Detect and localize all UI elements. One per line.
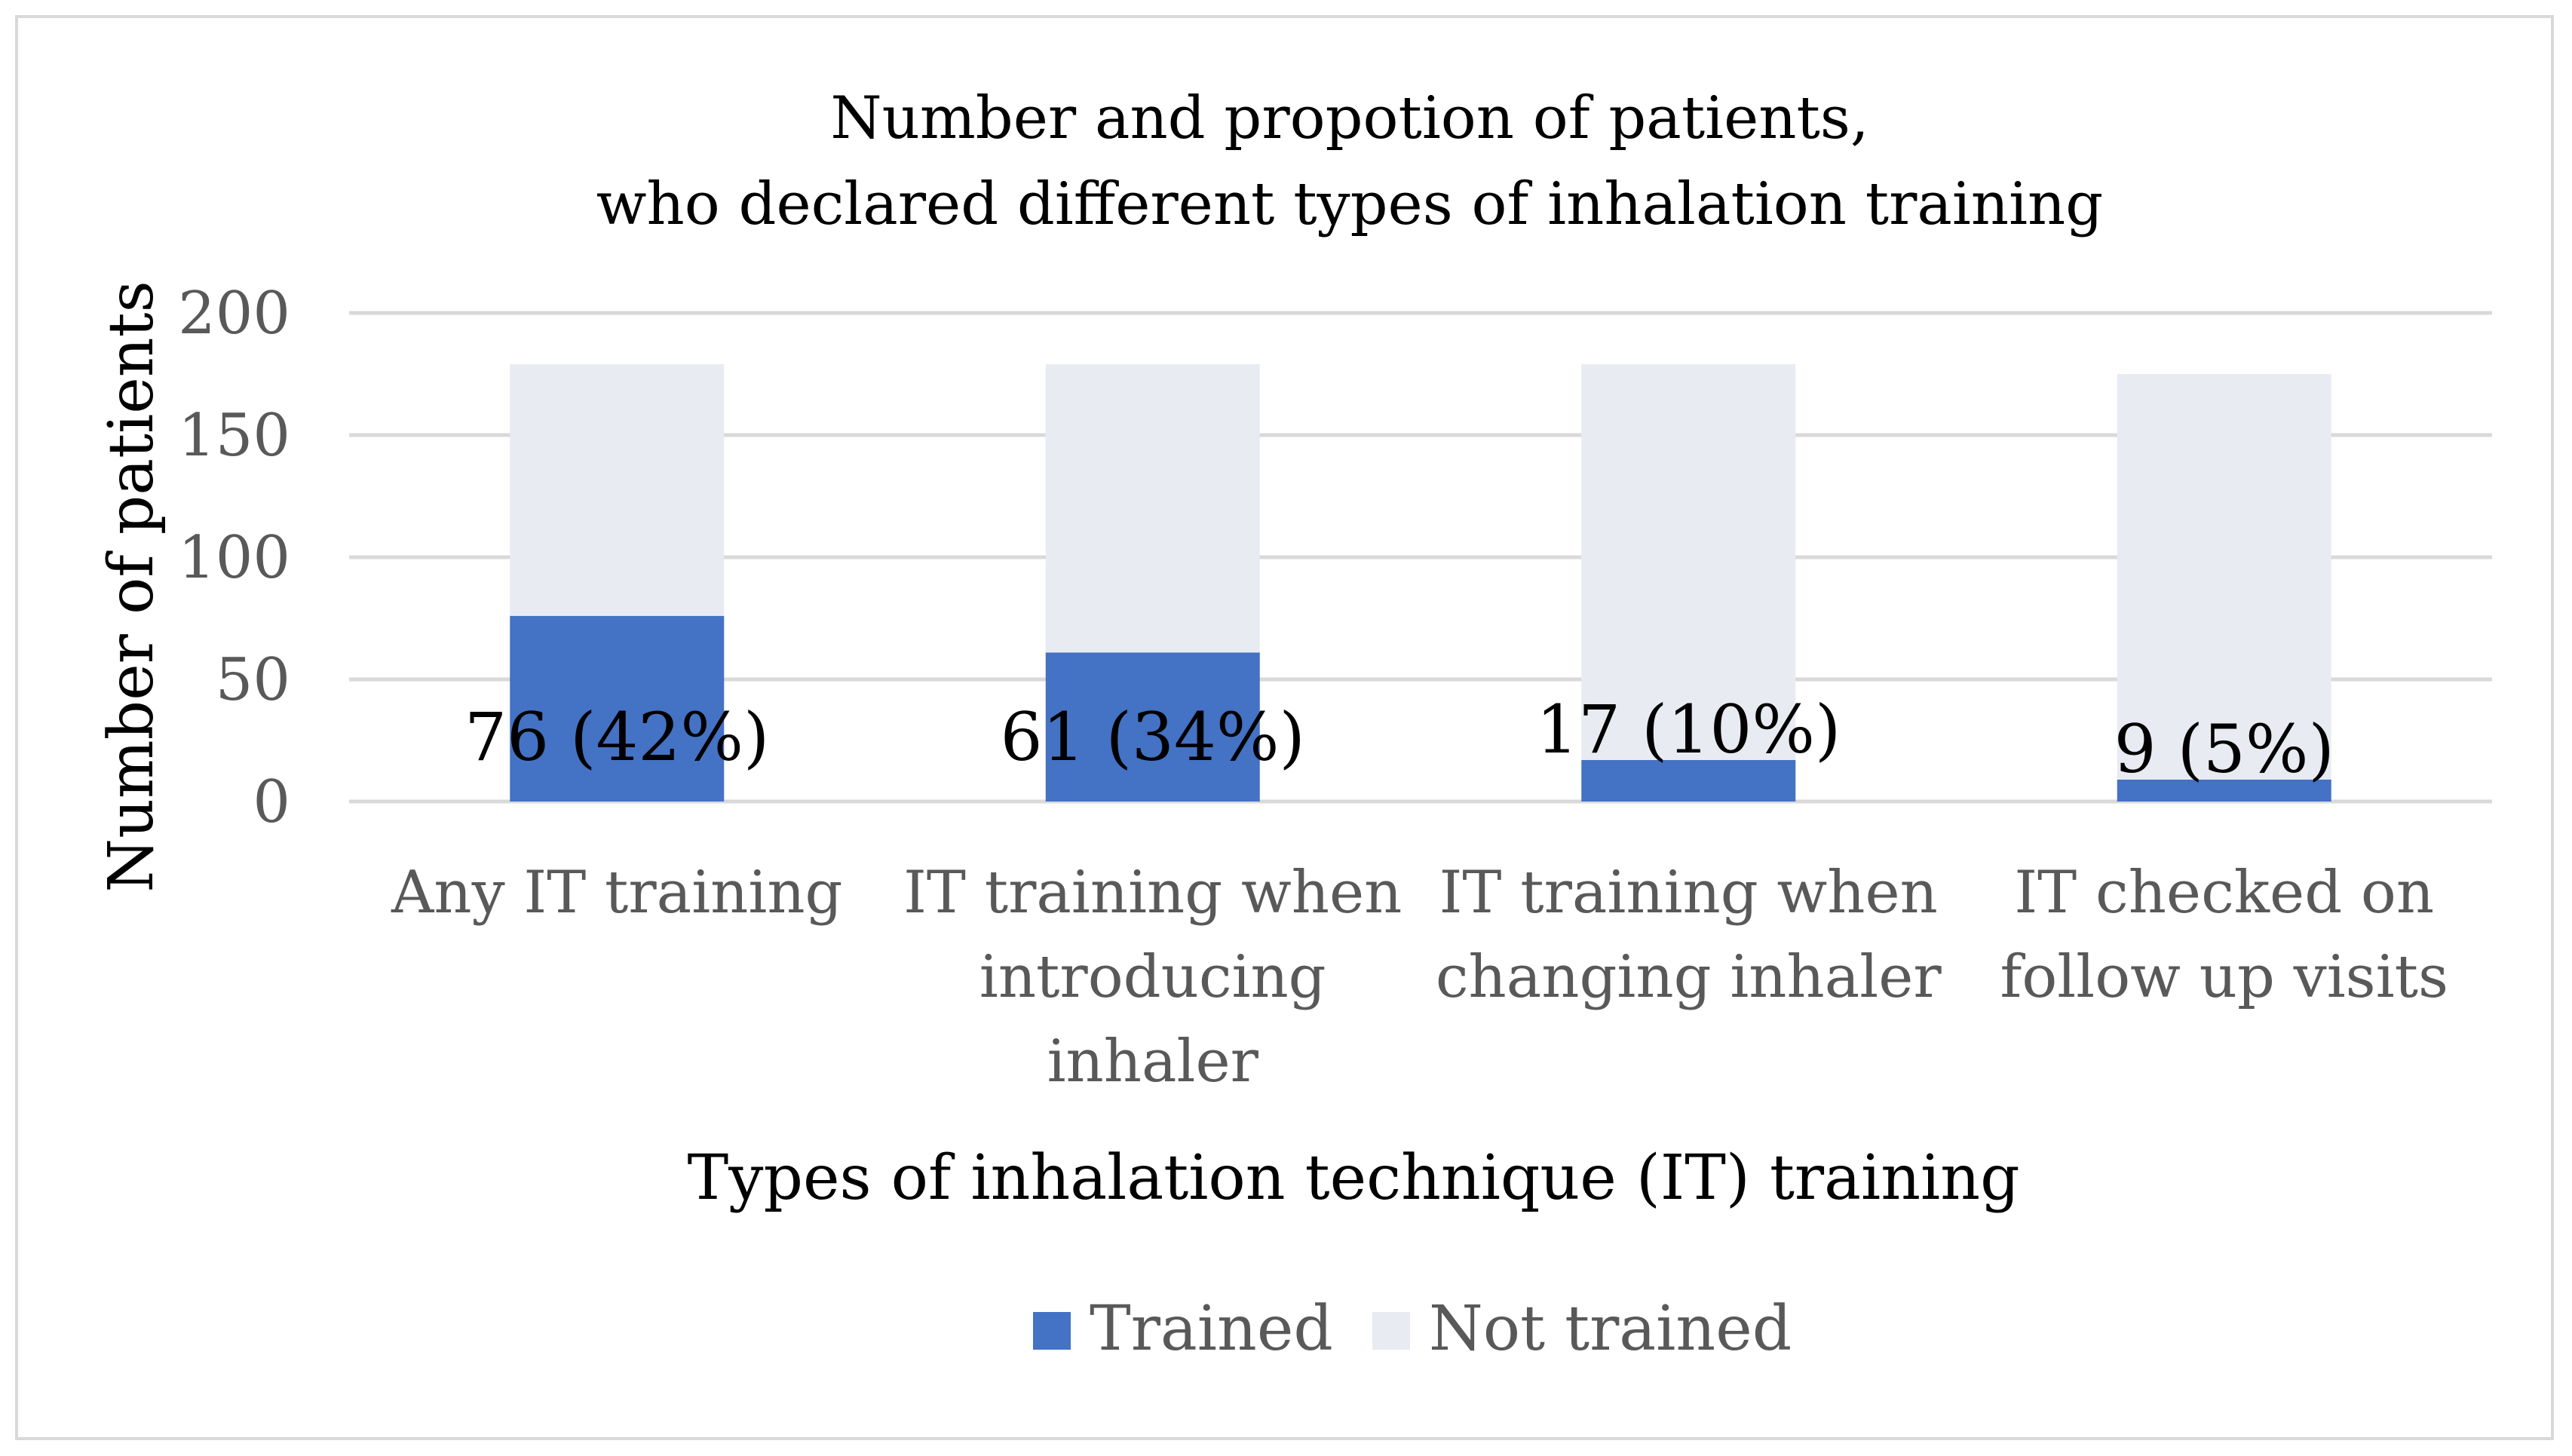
x-tick-label: follow up visits — [2000, 943, 2448, 1011]
y-tick-label: 200 — [178, 280, 290, 348]
data-label: 61 (34%) — [1001, 698, 1305, 776]
x-tick-label: inhaler — [1047, 1028, 1259, 1096]
x-axis-label: Types of inhalation technique (IT) train… — [687, 1142, 2019, 1214]
x-tick-label: Any IT training — [391, 859, 842, 927]
chart-title-line-1: Number and propotion of patients, — [830, 84, 1868, 152]
bar-trained — [1045, 652, 1260, 802]
y-tick-label: 0 — [253, 768, 290, 836]
x-tick-label: introducing — [979, 943, 1326, 1011]
x-tick-label: IT training when — [1439, 859, 1938, 927]
bar-trained — [1581, 759, 1796, 802]
y-tick-label: 50 — [216, 646, 290, 714]
bar-not-trained — [2117, 374, 2331, 780]
data-label: 9 (5%) — [2114, 710, 2334, 788]
legend-label-not-trained: Not trained — [1429, 1293, 1792, 1365]
y-axis-label: Number of patients — [96, 280, 167, 892]
y-tick-label: 100 — [178, 524, 290, 592]
y-tick-label: 150 — [178, 402, 290, 470]
legend-label-trained: Trained — [1090, 1293, 1333, 1365]
legend-swatch-not-trained — [1372, 1312, 1410, 1350]
x-tick-label: changing inhaler — [1436, 943, 1942, 1011]
bar-trained — [2117, 779, 2331, 802]
data-label: 17 (10%) — [1536, 691, 1841, 768]
chart-title-line-2: who declared different types of inhalati… — [596, 170, 2103, 238]
data-label: 76 (42%) — [464, 698, 769, 776]
x-tick-label: IT checked on — [2014, 859, 2434, 927]
bar-not-trained — [510, 364, 725, 616]
bar-trained — [510, 615, 725, 802]
legend-swatch-trained — [1033, 1312, 1071, 1350]
bar-not-trained — [1581, 364, 1796, 760]
x-tick-label: IT training when — [903, 859, 1402, 927]
bar-not-trained — [1045, 364, 1260, 653]
